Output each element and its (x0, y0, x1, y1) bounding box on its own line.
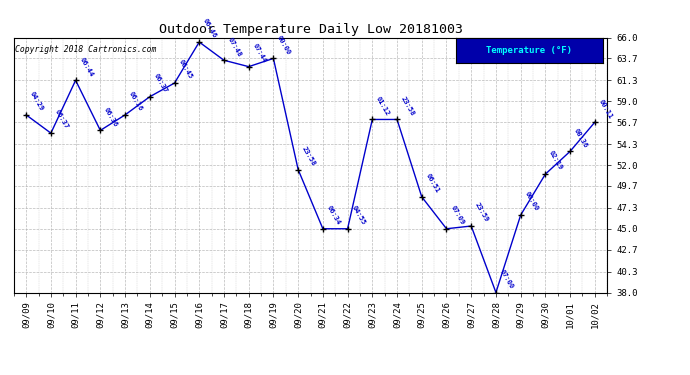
Text: 06:34: 06:34 (326, 205, 342, 226)
Text: 06:45: 06:45 (177, 59, 193, 80)
Text: 07:09: 07:09 (449, 205, 465, 226)
Text: 23:58: 23:58 (301, 146, 317, 167)
Text: 06:51: 06:51 (424, 173, 440, 194)
Text: 08:36: 08:36 (573, 127, 589, 148)
Text: 07:48: 07:48 (227, 36, 243, 57)
Text: 06:46: 06:46 (202, 18, 218, 39)
Text: 04:29: 04:29 (29, 91, 45, 112)
Text: 00:00: 00:00 (276, 34, 292, 56)
Text: 01:12: 01:12 (375, 95, 391, 117)
Text: 00:11: 00:11 (598, 98, 613, 119)
Text: 02:19: 02:19 (548, 150, 564, 171)
Text: 00:00: 00:00 (524, 191, 540, 212)
Text: 07:44: 07:44 (251, 42, 267, 64)
Text: 06:37: 06:37 (152, 72, 168, 94)
Text: 07:00: 07:00 (499, 268, 515, 290)
Title: Outdoor Temperature Daily Low 20181003: Outdoor Temperature Daily Low 20181003 (159, 23, 462, 36)
Text: 06:44: 06:44 (79, 56, 95, 78)
Text: 23:58: 23:58 (400, 95, 415, 117)
Text: 06:36: 06:36 (103, 106, 119, 128)
Text: 06:37: 06:37 (54, 109, 70, 130)
Text: Copyright 2018 Cartronics.com: Copyright 2018 Cartronics.com (15, 45, 157, 54)
Text: 23:59: 23:59 (474, 202, 490, 223)
Text: 06:16: 06:16 (128, 91, 144, 112)
Text: 04:55: 04:55 (351, 205, 366, 226)
